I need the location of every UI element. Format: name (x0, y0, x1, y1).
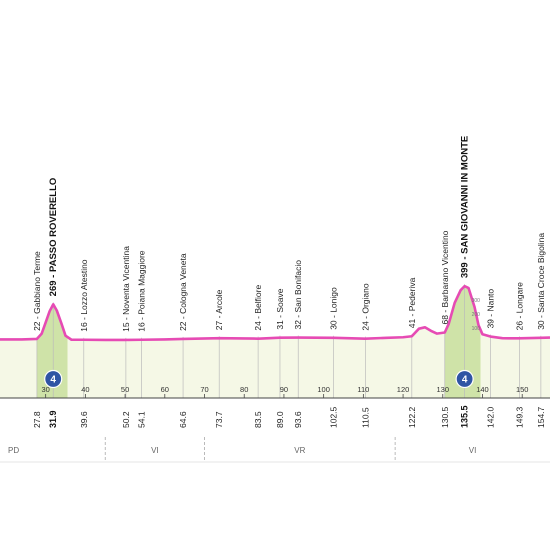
place-label: 30 - Lonigo (329, 287, 339, 330)
distance-axis: 30 40 50 60 70 80 90 100 110 120 130 140 150 (0, 385, 550, 399)
distance-label: 27.8 (32, 411, 42, 428)
profile-line-layer (0, 284, 550, 342)
climb-badge (455, 369, 474, 389)
axis-tick-label: 100 (317, 385, 330, 394)
axis-tick-label: 40 (81, 385, 89, 394)
profile-area (0, 286, 550, 398)
place-lines-layer (36, 284, 542, 398)
distance-label: 39.6 (79, 411, 89, 428)
place-label: 32 - San Bonifacio (293, 260, 303, 330)
profile-line (0, 284, 550, 342)
axis-tick-label: 120 (397, 385, 410, 394)
distance-label: 83.5 (253, 411, 263, 428)
place-label: 27 - Arcole (214, 289, 224, 330)
distance-label: 54.1 (136, 411, 146, 428)
distance-label: 89.0 (275, 411, 285, 428)
place-label: 39 - Nanto (485, 289, 495, 329)
place-label: 30 - Santa Croce Bigolina (536, 233, 546, 330)
distance-label: 50.2 (121, 411, 131, 428)
place-label: 22 - Cologna Veneta (178, 253, 188, 331)
place-label: 16 - Poiana Maggiore (136, 250, 146, 332)
distance-label: 122.2 (407, 406, 417, 428)
axis-tick-label: 60 (161, 385, 169, 394)
distance-label: 73.7 (214, 411, 224, 428)
place-label: 31 - Soave (275, 288, 285, 329)
axis-tick-label: 70 (200, 385, 208, 394)
distance-label: 135.5 (460, 405, 470, 428)
place-label: 22 - Gabbiano Terme (32, 251, 42, 331)
distance-label: 64.6 (178, 411, 188, 428)
climb-zone (444, 286, 481, 398)
place-label: 15 - Noventa Vicentina (121, 246, 131, 332)
axis-tick-label: 130 (437, 385, 450, 394)
summit-label: 399 - SAN GIOVANNI IN MONTE (460, 136, 471, 278)
place-label: 41 - Pederiva (407, 277, 417, 328)
climb-badge-category: 4 (50, 375, 56, 386)
distance-label: 102.5 (329, 406, 339, 428)
climb-badge (44, 369, 63, 389)
distance-label: 93.6 (293, 411, 303, 428)
axis-tick-label: 150 (516, 385, 529, 394)
place-label: 24 - Orgiano (360, 283, 370, 331)
province-band: PD VI VR VI (0, 437, 550, 463)
place-label: 16 - Lozzo Atestino (79, 259, 89, 332)
distance-label: 154.7 (536, 406, 546, 428)
altitude-scale-label: 100 (472, 326, 481, 332)
province-label: PD (8, 446, 19, 455)
place-label: 24 - Belfiore (253, 285, 263, 331)
axis-tick-label: 80 (240, 385, 248, 394)
axis-tick-label: 90 (280, 385, 288, 394)
distance-label: 142.0 (485, 406, 495, 428)
axis-tick-label: 110 (357, 385, 369, 394)
summit-label: 269 - PASSO ROVERELLO (48, 178, 59, 297)
distance-label: 149.3 (514, 406, 524, 428)
altitude-scale-label: 300 (472, 298, 481, 304)
province-label: VR (294, 446, 305, 455)
distance-label: 130.5 (440, 406, 450, 428)
axis-tick-label: 50 (121, 385, 129, 394)
axis-tick-label: 30 (41, 385, 49, 394)
place-label: 26 - Longare (514, 282, 524, 330)
axis-tick-label: 140 (476, 385, 489, 394)
altitude-scale-label: 200 (472, 312, 481, 318)
climb-badge-category: 4 (462, 375, 468, 386)
profile-fill-layer (0, 286, 550, 398)
place-label-layer: 22 - Gabbiano Terme 269 - PASSO ROVERELLO… (32, 136, 546, 332)
distance-label: 110.5 (360, 407, 370, 428)
altitude-scale: 300 200 100 (472, 298, 481, 332)
distance-label-layer: 27.8 31.9 39.6 50.2 54.1 64.6 73.7 83.5 89.0 93.6… (32, 405, 546, 428)
province-label: VI (469, 446, 477, 455)
place-label: 68 - Barbarano Vicentino (440, 230, 450, 324)
province-label: VI (151, 446, 159, 455)
distance-label: 31.9 (48, 410, 58, 428)
